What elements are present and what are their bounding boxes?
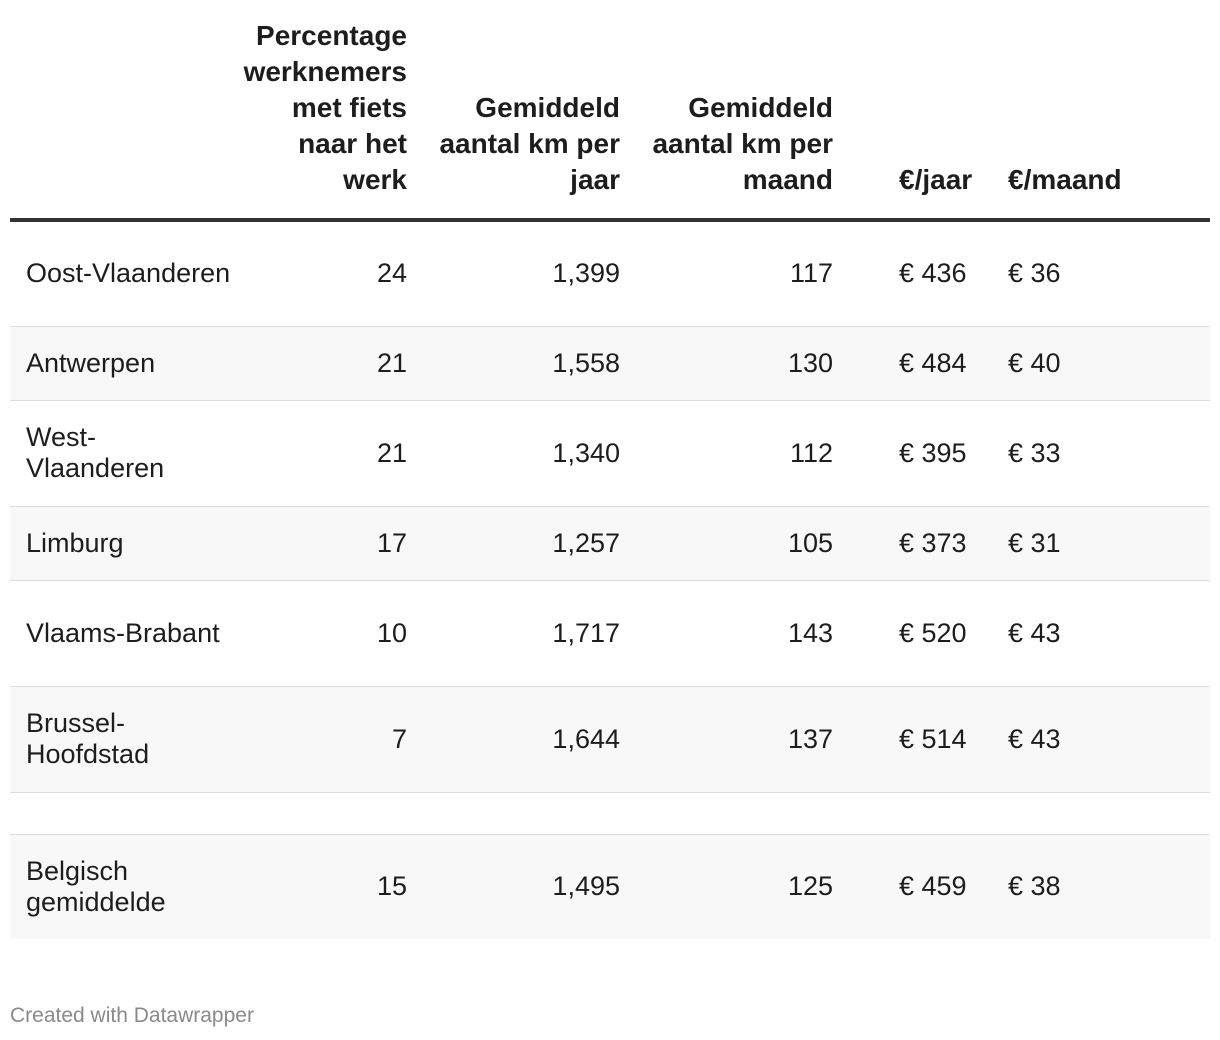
cell-percentage: 21 — [234, 400, 407, 507]
cell-km-per-month: 137 — [620, 686, 833, 793]
cell-percentage: 21 — [234, 326, 407, 401]
cell-region: West-Vlaanderen — [10, 400, 234, 507]
header-euro-per-year: €/jaar — [833, 0, 978, 222]
cell-euro-per-month: € 31 — [978, 506, 1210, 581]
cell-km-per-year: 1,257 — [407, 506, 620, 581]
cell-region: Antwerpen — [10, 326, 234, 401]
spacer-cell — [10, 792, 234, 835]
cell-percentage: 15 — [234, 834, 407, 939]
cell-euro-per-year: € 436 — [833, 220, 978, 327]
cell-percentage: 10 — [234, 580, 407, 687]
header-region — [10, 0, 234, 222]
header-km-per-year: Gemiddeld aantal km per jaar — [407, 0, 620, 222]
cell-euro-per-year: € 395 — [833, 400, 978, 507]
table-header-row: Percentage werknemers met fiets naar het… — [10, 0, 1210, 222]
cell-km-per-month: 125 — [620, 834, 833, 939]
cell-euro-per-year: € 514 — [833, 686, 978, 793]
spacer-row — [10, 792, 1210, 835]
data-table-container: Percentage werknemers met fiets naar het… — [10, 0, 1210, 939]
cell-euro-per-year: € 520 — [833, 580, 978, 687]
cell-km-per-year: 1,558 — [407, 326, 620, 401]
cell-km-per-month: 112 — [620, 400, 833, 507]
cell-euro-per-month: € 40 — [978, 326, 1210, 401]
cell-region: Oost-Vlaanderen — [10, 220, 234, 327]
cell-km-per-year: 1,644 — [407, 686, 620, 793]
cell-region: Belgisch gemiddelde — [10, 834, 234, 939]
spacer-cell — [407, 792, 620, 835]
cell-region: Brussel-Hoofdstad — [10, 686, 234, 793]
data-table: Percentage werknemers met fiets naar het… — [10, 0, 1210, 939]
spacer-cell — [833, 792, 978, 835]
header-km-per-month: Gemiddeld aantal km per maand — [620, 0, 833, 222]
cell-euro-per-month: € 33 — [978, 400, 1210, 507]
spacer-cell — [978, 792, 1210, 835]
cell-km-per-month: 117 — [620, 220, 833, 327]
table-row: Oost-Vlaanderen 24 1,399 117 € 436 € 36 — [10, 220, 1210, 327]
table-row: West-Vlaanderen 21 1,340 112 € 395 € 33 — [10, 400, 1210, 507]
cell-euro-per-month: € 36 — [978, 220, 1210, 327]
cell-region: Limburg — [10, 506, 234, 581]
cell-km-per-year: 1,717 — [407, 580, 620, 687]
header-euro-per-month: €/maand — [978, 0, 1210, 222]
table-row: Antwerpen 21 1,558 130 € 484 € 40 — [10, 326, 1210, 401]
cell-euro-per-year: € 373 — [833, 506, 978, 581]
cell-euro-per-month: € 43 — [978, 686, 1210, 793]
cell-region: Vlaams-Brabant — [10, 580, 234, 687]
header-percentage: Percentage werknemers met fiets naar het… — [234, 0, 407, 222]
cell-km-per-year: 1,495 — [407, 834, 620, 939]
table-row: Brussel-Hoofdstad 7 1,644 137 € 514 € 43 — [10, 686, 1210, 793]
summary-row: Belgisch gemiddelde 15 1,495 125 € 459 €… — [10, 834, 1210, 939]
cell-euro-per-month: € 43 — [978, 580, 1210, 687]
cell-km-per-year: 1,399 — [407, 220, 620, 327]
spacer-cell — [620, 792, 833, 835]
spacer-cell — [234, 792, 407, 835]
cell-km-per-month: 105 — [620, 506, 833, 581]
table-row: Vlaams-Brabant 10 1,717 143 € 520 € 43 — [10, 580, 1210, 687]
footer-credit: Created with Datawrapper — [10, 1004, 254, 1027]
cell-euro-per-month: € 38 — [978, 834, 1210, 939]
cell-km-per-year: 1,340 — [407, 400, 620, 507]
cell-euro-per-year: € 484 — [833, 326, 978, 401]
cell-km-per-month: 143 — [620, 580, 833, 687]
cell-percentage: 17 — [234, 506, 407, 581]
cell-euro-per-year: € 459 — [833, 834, 978, 939]
table-row: Limburg 17 1,257 105 € 373 € 31 — [10, 506, 1210, 581]
cell-percentage: 7 — [234, 686, 407, 793]
cell-km-per-month: 130 — [620, 326, 833, 401]
cell-percentage: 24 — [234, 220, 407, 327]
